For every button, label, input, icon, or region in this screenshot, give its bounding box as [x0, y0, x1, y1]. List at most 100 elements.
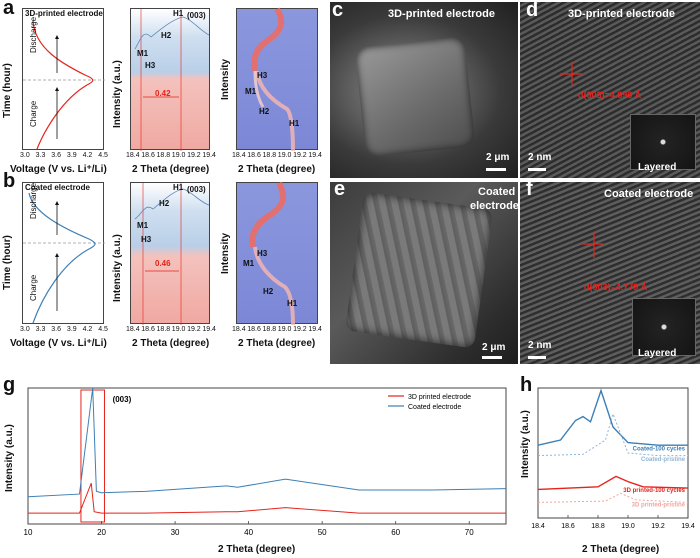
- panel-f-scale-label: 2 nm: [528, 340, 552, 351]
- panel-h-xlabel: 2 Theta (degree): [582, 544, 660, 555]
- contour-label-h2: H2: [263, 287, 274, 296]
- panel-e-scale-label: 2 μm: [482, 342, 506, 353]
- panel-f-dspacing: d(003)=4.779 Å: [584, 282, 648, 292]
- xtick: 18.6: [141, 152, 155, 159]
- xtick: 19.0: [171, 326, 186, 333]
- panel-d-fft-inset: [630, 114, 696, 170]
- panel-h-xtick: 18.8: [591, 523, 605, 530]
- panel-g-xlabel: 2 Theta (degree): [218, 544, 296, 555]
- peak-label-m1: M1: [137, 221, 149, 230]
- xtick: 19.2: [187, 326, 201, 333]
- panel-f-title: Coated electrode: [604, 188, 694, 200]
- panel-h-xtick: 19.2: [651, 523, 665, 530]
- panel-b-ylabel: Time (hour): [2, 235, 13, 290]
- panel-d-tem-image: d 3D-printed electrode d(003)=4.696 Å La…: [520, 2, 700, 178]
- xtick: 18.6: [247, 326, 261, 333]
- xtick: 18.4: [232, 152, 246, 159]
- contour-label-h1: H1: [287, 299, 298, 308]
- panel-b-xlabel: Voltage (V vs. Li⁺/Li): [10, 338, 107, 349]
- panel-g-xtick: 60: [391, 528, 400, 537]
- panel-d-title: 3D-printed electrode: [568, 8, 675, 20]
- panel-b-curve-label: Coated electrode: [25, 183, 90, 192]
- panel-c-scale-bar: [486, 168, 506, 171]
- xtick: 19.0: [277, 152, 292, 159]
- contour-label-h3: H3: [257, 249, 268, 258]
- panel-c-title: 3D-printed electrode: [388, 8, 495, 20]
- panel-f-fft-label: Layered: [638, 348, 677, 359]
- panel-a-waterfall-ylabel: Intensity (a.u.): [112, 60, 123, 128]
- panel-a-xticks: 3.0 3.3 3.6 3.9 4.2 4.5: [20, 152, 108, 159]
- xtick: 18.8: [262, 152, 277, 159]
- panel-b-contour-xlabel: 2 Theta (degree): [238, 338, 316, 349]
- panel-a-voltage-plot: 3D-printed electrode Discharge Charge: [22, 8, 105, 150]
- peak-label-h2: H2: [159, 199, 170, 208]
- xtick: 18.8: [156, 326, 171, 333]
- panel-a-ylabel: Time (hour): [2, 63, 13, 118]
- xtick: 19.4: [202, 152, 216, 159]
- panel-g-ylabel: Intensity (a.u.): [4, 424, 15, 492]
- panel-label-b: b: [3, 170, 16, 192]
- xtick: 19.2: [187, 152, 201, 159]
- panel-e-sem-image: e Coated electrode 2 μm: [330, 182, 518, 364]
- panel-d-scale-bar: [528, 168, 546, 171]
- panel-g-xtick: 10: [24, 528, 33, 537]
- panel-label-h: h: [520, 374, 533, 396]
- peak-label-h1: H1: [173, 183, 184, 192]
- xtick: 19.4: [308, 152, 322, 159]
- panel-g-xtick: 50: [318, 528, 327, 537]
- panel-h-curve-label: Coated-pristine: [641, 457, 686, 463]
- series-line-3d-printed: [28, 483, 506, 514]
- panel-e-scale-bar: [482, 356, 502, 359]
- panel-d-dspacing: d(003)=4.696 Å: [578, 90, 642, 100]
- panel-b-contour: H3 M1 H2 H1: [236, 181, 318, 326]
- xtick: 18.8: [262, 326, 277, 333]
- panel-a-waterfall-xlabel: 2 Theta (degree): [132, 164, 210, 175]
- panel-h-curve-label: Coated-100 cycles: [633, 446, 686, 452]
- panel-f-scale-bar: [528, 356, 546, 359]
- panel-g-xtick: 70: [465, 528, 474, 537]
- panel-a-charge-label: Charge: [29, 100, 38, 127]
- xtick: 3.0: [20, 152, 30, 159]
- panel-c-sem-image: c 3D-printed electrode 2 μm: [330, 2, 518, 178]
- panel-h-frame: [537, 387, 689, 519]
- panel-g-xtick: 40: [244, 528, 253, 537]
- panel-a-shift-value: 0.42: [155, 89, 171, 98]
- peak-label-h1: H1: [173, 9, 184, 18]
- xtick: 3.0: [20, 326, 30, 333]
- panel-a-discharge-label: Discharge: [29, 16, 38, 53]
- panel-b-reflection: (003): [187, 185, 206, 194]
- panel-label-e: e: [334, 182, 346, 200]
- legend-label: Coated electrode: [408, 404, 461, 411]
- peak-label-h3: H3: [141, 235, 152, 244]
- panel-d-scale-label: 2 nm: [528, 152, 552, 163]
- panel-h-curve-label: 3D printed-100 cycles: [623, 488, 685, 494]
- panel-label-c: c: [332, 2, 344, 21]
- panel-h-xtick: 19.4: [681, 523, 695, 530]
- panel-b-contour-xticks: 18.4 18.6 18.8 19.0 19.2 19.4: [232, 326, 322, 333]
- panel-b-charge-label: Charge: [29, 274, 38, 301]
- legend-label: 3D printed electrode: [408, 394, 471, 401]
- xtick: 19.4: [308, 326, 322, 333]
- xtick: 18.6: [141, 326, 155, 333]
- xtick: 18.4: [126, 326, 140, 333]
- xtick: 18.8: [156, 152, 171, 159]
- panel-label-g: g: [3, 374, 16, 396]
- panel-h-xtick: 18.6: [561, 523, 575, 530]
- panel-e-title-line2: electrode: [470, 200, 518, 212]
- xtick: 3.3: [35, 326, 46, 333]
- panel-b-waterfall-ylabel: Intensity (a.u.): [112, 234, 123, 302]
- panel-h-xtick: 19.0: [621, 523, 635, 530]
- panel-e-title-line1: Coated: [478, 186, 516, 198]
- panel-g-xtick: 20: [97, 528, 106, 537]
- xtick: 3.9: [66, 152, 77, 159]
- contour-label-m1: M1: [243, 259, 255, 268]
- peak-label-h3: H3: [145, 61, 156, 70]
- contour-label-h2: H2: [259, 107, 270, 116]
- panel-a-xlabel: Voltage (V vs. Li⁺/Li): [10, 164, 107, 175]
- panel-h-series-line: [537, 412, 688, 457]
- panel-a-contour: H3 M1 H2 H1: [236, 7, 318, 152]
- peak-label-m1: M1: [137, 49, 149, 58]
- panel-h-chart: Coated-100 cycles Coated-pristine 3D print…: [531, 387, 695, 530]
- xtick: 18.6: [247, 152, 261, 159]
- xtick: 3.6: [51, 326, 62, 333]
